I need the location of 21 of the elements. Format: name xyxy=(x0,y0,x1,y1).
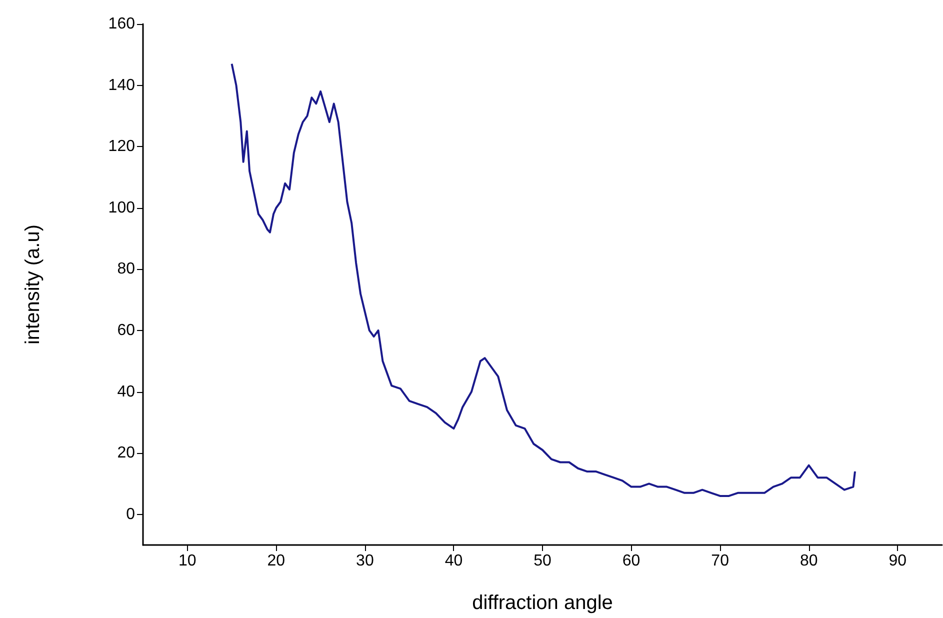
x-axis-title: diffraction angle xyxy=(472,592,613,614)
y-tick-label: 40 xyxy=(117,383,136,400)
x-tick-label: 90 xyxy=(888,552,907,570)
y-tick-label: 100 xyxy=(108,199,136,216)
x-tick-label: 60 xyxy=(622,552,640,570)
x-tick-label: 20 xyxy=(267,552,286,570)
y-tick-label: 20 xyxy=(117,444,136,462)
y-axis-title: intensity (a.u) xyxy=(22,224,44,345)
x-tick-label: 50 xyxy=(534,552,552,570)
x-tick-label: 70 xyxy=(711,552,730,570)
x-tick-label: 40 xyxy=(444,552,463,570)
x-tick-label: 10 xyxy=(178,552,196,570)
y-tick-label: 120 xyxy=(108,138,136,156)
y-tick-label: 80 xyxy=(117,260,136,278)
line-series xyxy=(230,62,856,497)
x-tick-label: 30 xyxy=(356,552,374,570)
y-tick-label: 0 xyxy=(126,506,136,523)
y-tick-label: 60 xyxy=(117,322,136,339)
y-tick-label: 160 xyxy=(108,16,136,32)
y-tick-label: 140 xyxy=(108,76,136,94)
x-tick-label: 80 xyxy=(800,552,818,570)
